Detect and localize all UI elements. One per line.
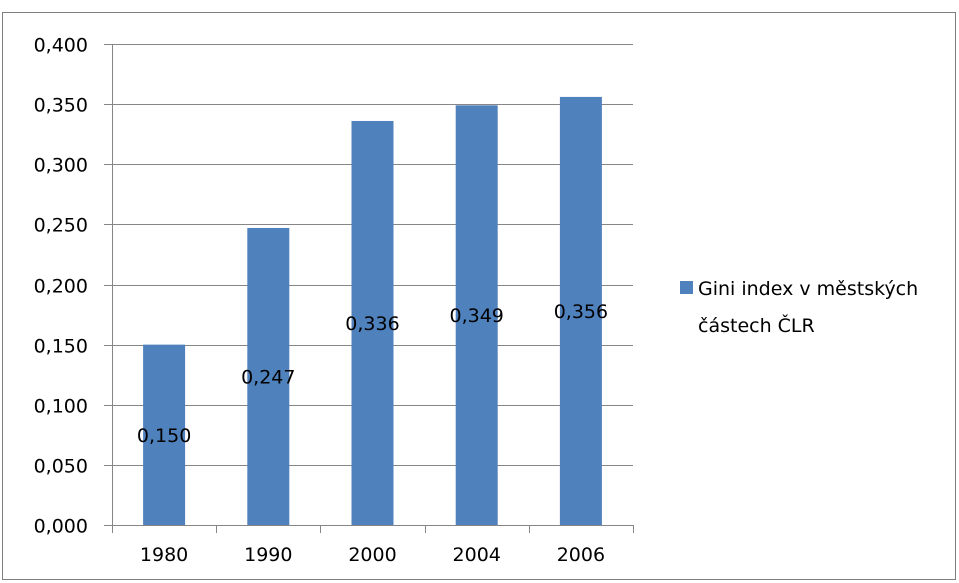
x-tick-label: 1980 [140, 544, 188, 566]
x-tick-label: 2004 [453, 544, 501, 566]
y-tick-label: 0,350 [34, 95, 88, 117]
y-tick-label: 0,300 [34, 155, 88, 177]
x-tick-label: 2000 [348, 544, 396, 566]
bar-1980 [143, 344, 186, 525]
legend-swatch [680, 281, 693, 294]
y-axis: 0,000 0,050 0,100 0,150 0,200 0,250 0,300 0,350… [34, 35, 113, 538]
data-label: 0,349 [449, 305, 503, 327]
data-label: 0,356 [554, 301, 608, 323]
data-label: 0,150 [137, 425, 191, 447]
bar-1990 [247, 227, 290, 526]
data-label: 0,247 [241, 366, 295, 388]
x-axis: 1980 1990 2000 2004 2006 [140, 525, 634, 566]
bar-2004 [455, 105, 498, 525]
legend-label-line-2: částech ČLR [698, 313, 815, 337]
y-tick-label: 0,050 [34, 456, 88, 478]
x-tick-label: 2006 [557, 544, 605, 566]
y-tick-label: 0,250 [34, 215, 88, 237]
legend: Gini index v městských částech ČLR [680, 278, 918, 337]
legend-label-line-1: Gini index v městských [698, 278, 918, 300]
y-tick-label: 0,400 [34, 35, 88, 57]
data-label: 0,336 [345, 313, 399, 335]
data-labels: 0,150 0,247 0,336 0,349 0,356 [137, 301, 608, 447]
y-tick-label: 0,100 [34, 396, 88, 418]
y-tick-label: 0,200 [34, 276, 88, 298]
bar-2006 [559, 96, 602, 525]
bar-2000 [351, 120, 394, 526]
x-tick-label: 1990 [244, 544, 292, 566]
y-tick-label: 0,000 [34, 516, 88, 538]
bars [143, 96, 602, 526]
y-tick-label: 0,150 [34, 336, 88, 358]
